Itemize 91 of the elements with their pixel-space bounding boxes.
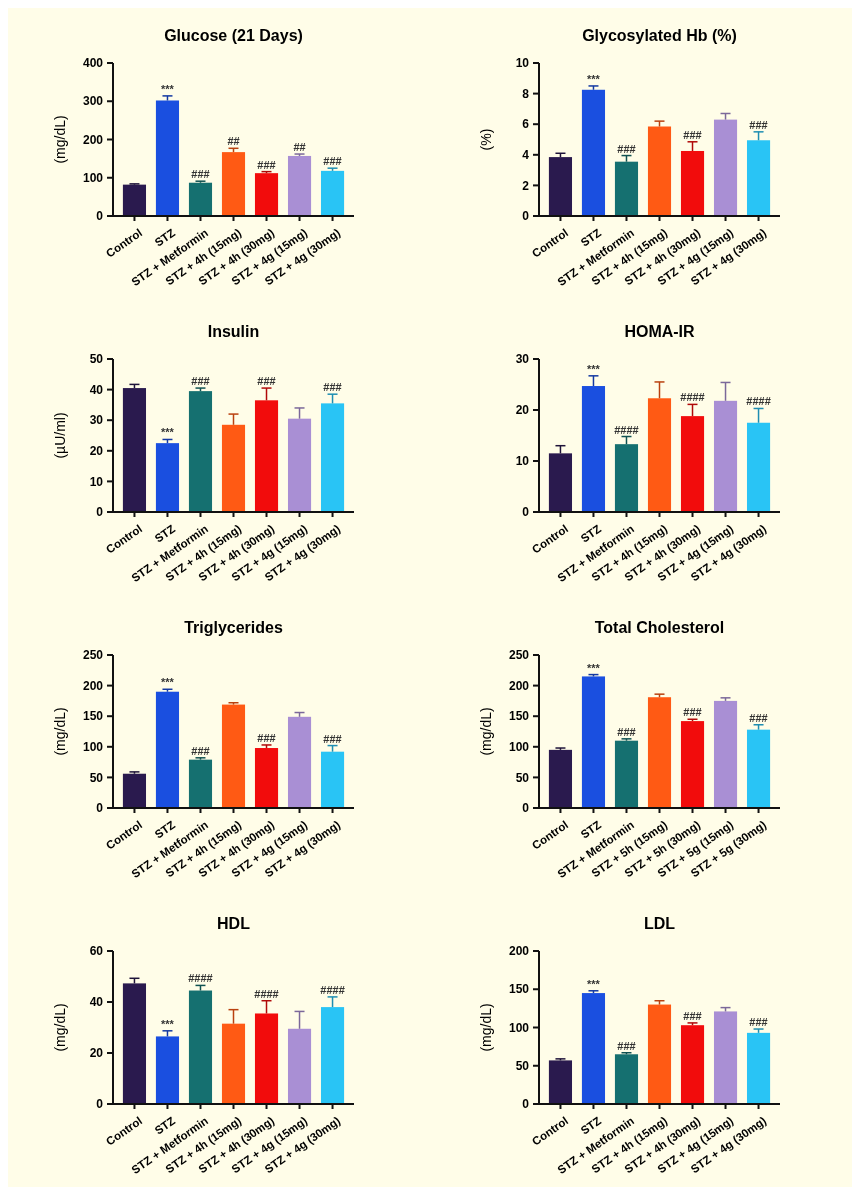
y-tick-label: 250 — [82, 648, 104, 663]
annotation: ### — [191, 168, 210, 181]
chart-title: Glucose (21 Days) — [164, 27, 303, 44]
annotation: ### — [683, 1009, 702, 1022]
annotation: ### — [257, 375, 276, 388]
annotation: #### — [320, 983, 345, 996]
y-tick-label: 200 — [508, 678, 530, 693]
y-tick-label: 30 — [515, 352, 530, 367]
chart-title: Total Cholesterol — [594, 619, 725, 636]
y-tick-label: 40 — [89, 995, 104, 1010]
y-tick-label: 100 — [508, 1020, 530, 1035]
y-axis-title: (%) — [478, 128, 494, 151]
y-axis-title: (mg/dL) — [52, 707, 68, 756]
annotation: ### — [257, 731, 276, 744]
y-tick-label: 30 — [89, 413, 104, 428]
chart-title: Glycosylated Hb (%) — [582, 27, 737, 44]
annotation: ## — [227, 135, 240, 148]
annotation: #### — [254, 987, 279, 1000]
y-tick-label: 150 — [82, 709, 104, 724]
y-tick-label: 10 — [515, 56, 530, 71]
y-tick-label: 0 — [96, 801, 104, 816]
y-axis-title: (mg/dL) — [52, 1003, 68, 1052]
chart-title: Triglycerides — [184, 619, 283, 636]
annotation: *** — [161, 676, 175, 689]
y-axis-title: (mg/dL) — [478, 1003, 494, 1052]
annotation: *** — [161, 1017, 175, 1030]
y-tick-label: 2 — [522, 178, 530, 193]
y-tick-label: 10 — [515, 454, 530, 469]
y-tick-label: 300 — [82, 94, 104, 109]
y-tick-label: 0 — [522, 801, 530, 816]
y-tick-label: 20 — [89, 444, 104, 458]
annotation: *** — [587, 72, 601, 85]
y-tick-label: 100 — [508, 740, 530, 754]
y-tick-label: 150 — [508, 709, 530, 724]
annotation: #### — [614, 423, 639, 436]
chart-title: HOMA-IR — [624, 323, 696, 340]
annotation: ### — [191, 745, 210, 758]
annotation: ### — [323, 381, 342, 394]
annotation: ### — [191, 375, 210, 388]
y-axis-title: (mg/dL) — [52, 115, 68, 164]
y-tick-label: 250 — [508, 648, 530, 663]
annotation: ### — [323, 732, 342, 745]
annotation: *** — [587, 977, 601, 990]
annotation: #### — [188, 972, 213, 985]
annotation: ### — [617, 1039, 636, 1052]
y-tick-label: 10 — [89, 474, 104, 489]
y-tick-label: 200 — [82, 678, 104, 693]
annotation: ### — [617, 142, 636, 155]
annotation: ### — [683, 706, 702, 719]
annotation: ## — [293, 141, 306, 154]
y-tick-label: 20 — [515, 403, 530, 418]
y-tick-label: 50 — [89, 770, 104, 785]
y-tick-label: 60 — [89, 944, 104, 959]
y-tick-label: 50 — [89, 352, 104, 367]
annotation: *** — [587, 362, 601, 375]
y-tick-label: 20 — [89, 1046, 104, 1061]
y-tick-label: 4 — [522, 148, 530, 162]
y-tick-label: 100 — [82, 740, 104, 754]
y-tick-label: 150 — [508, 982, 530, 997]
y-tick-label: 50 — [515, 770, 530, 785]
y-tick-label: 0 — [522, 209, 530, 224]
y-axis-title: (mg/dL) — [478, 707, 494, 756]
annotation: ### — [617, 726, 636, 739]
annotation: #### — [680, 391, 705, 404]
y-tick-label: 0 — [522, 505, 530, 520]
chart-title: Insulin — [207, 323, 260, 340]
y-tick-label: 40 — [89, 382, 104, 397]
annotation: ### — [683, 128, 702, 141]
annotation: *** — [587, 661, 601, 674]
y-tick-label: 100 — [82, 170, 104, 185]
y-tick-label: 200 — [82, 132, 104, 147]
chart-title: HDL — [217, 915, 251, 932]
y-axis-title: (µU/ml) — [52, 412, 68, 459]
chart-title: LDL — [643, 915, 676, 932]
annotation: ### — [749, 1016, 768, 1029]
annotation: ### — [749, 118, 768, 131]
y-tick-label: 400 — [82, 56, 104, 71]
annotation: ### — [323, 155, 342, 168]
y-tick-label: 0 — [96, 505, 104, 520]
y-tick-label: 200 — [508, 944, 530, 959]
annotation: #### — [746, 395, 771, 408]
annotation: *** — [161, 82, 175, 95]
y-tick-label: 0 — [96, 209, 104, 224]
y-tick-label: 0 — [96, 1097, 104, 1112]
y-tick-label: 0 — [522, 1097, 530, 1112]
annotation: *** — [161, 426, 175, 439]
y-tick-label: 50 — [515, 1058, 530, 1073]
annotation: ### — [749, 711, 768, 724]
y-tick-label: 8 — [522, 86, 530, 101]
annotation: ### — [257, 158, 276, 171]
y-tick-label: 6 — [522, 117, 530, 132]
